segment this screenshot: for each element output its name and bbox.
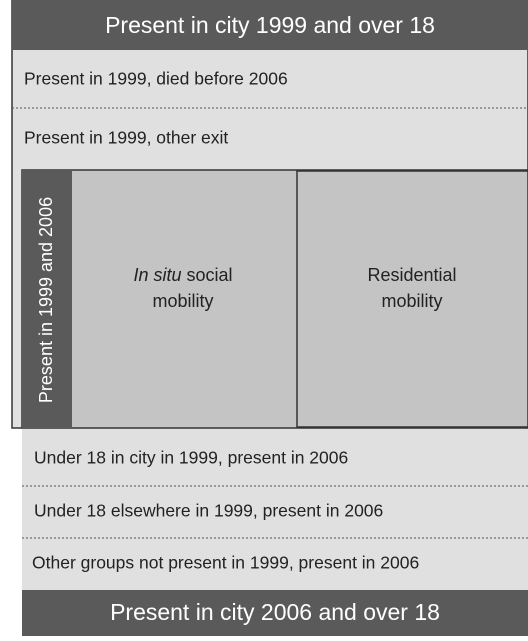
text: social xyxy=(187,265,233,285)
side-bar xyxy=(22,170,72,428)
bottom-box xyxy=(22,428,528,590)
footer-title: Present in city 2006 and over 18 xyxy=(110,599,440,625)
header-bar xyxy=(12,0,528,50)
social-mobility-line1: In situ social xyxy=(133,265,232,285)
residential-line2: mobility xyxy=(381,291,442,311)
social-mobility-line2: mobility xyxy=(152,291,213,311)
row-label: Present in 1999, died before 2006 xyxy=(24,69,288,89)
residential-box xyxy=(296,170,528,428)
row-label: Under 18 in city in 1999, present in 200… xyxy=(34,448,348,468)
italic-term: In situ xyxy=(133,265,181,285)
footer-bar xyxy=(22,590,528,636)
header-title: Present in city 1999 and over 18 xyxy=(105,12,435,38)
row-label: Under 18 elsewhere in 1999, present in 2… xyxy=(34,501,383,521)
residential-line1: Residential xyxy=(367,265,456,285)
row-label: Present in 1999, other exit xyxy=(24,128,228,148)
side-label: Present in 1999 and 2006 xyxy=(36,197,56,403)
row-label: Other groups not present in 1999, presen… xyxy=(32,553,419,573)
